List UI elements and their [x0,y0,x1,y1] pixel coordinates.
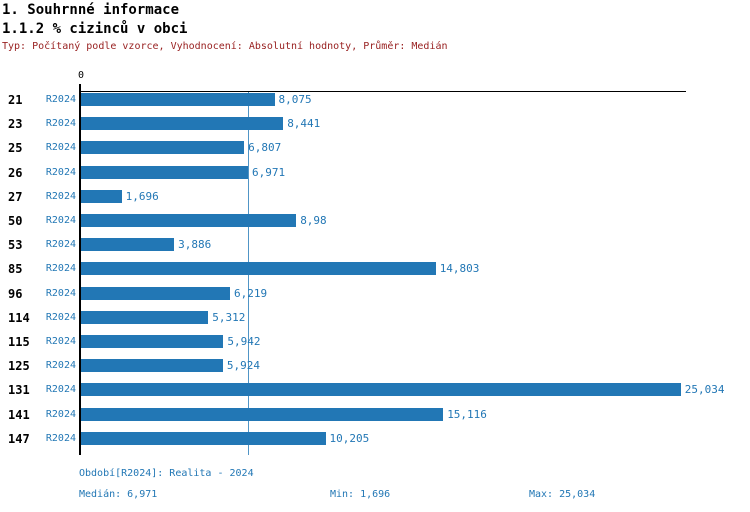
row-bar [81,262,436,276]
row-category-label: 85 [8,262,23,277]
row-value-label: 25,034 [684,383,725,397]
row-bar [81,431,326,445]
row-period-label: R2024 [45,142,76,154]
chart-row: 115 R2024 5,942 [0,330,750,354]
row-period-label: R2024 [45,408,76,420]
chart-row: 25 R2024 6,807 [0,136,750,160]
row-value-label: 6,971 [252,165,286,179]
chart-title: 1.1.2 % cizinců v obci [2,21,188,37]
row-period-label: R2024 [45,190,76,202]
row-value-label: 8,075 [278,93,312,106]
row-bar [81,335,224,348]
row-category-label: 125 [8,359,30,374]
chart-row: 26 R2024 6,971 [0,161,750,185]
row-category-label: 21 [8,93,23,107]
row-value-label: 14,803 [439,262,480,276]
row-period-label: R2024 [45,166,76,178]
row-bar [81,383,681,397]
chart-row: 27 R2024 1,696 [0,185,750,209]
footer-period-label: Období[R2024]: Realita - 2024 [79,468,254,479]
row-category-label: 23 [8,117,23,132]
row-value-label: 5,312 [212,310,246,324]
row-period-label: R2024 [45,384,76,396]
row-period-label: R2024 [45,336,76,347]
row-category-label: 115 [8,335,30,349]
row-category-label: 96 [8,286,23,301]
chart-row: 96 R2024 6,219 [0,282,750,306]
row-period-label: R2024 [45,311,76,323]
row-category-label: 53 [8,238,23,253]
chart-row: 50 R2024 8,98 [0,209,750,233]
row-category-label: 131 [8,383,30,398]
row-category-label: 141 [8,407,30,422]
chart-row: 85 R2024 14,803 [0,257,750,281]
row-category-label: 25 [8,141,23,156]
row-period-label: R2024 [45,263,76,275]
row-period-label: R2024 [45,432,76,444]
footer-max-label: Max: 25,034 [529,489,596,500]
row-category-label: 114 [8,310,30,325]
row-period-label: R2024 [45,360,76,372]
chart-subtitle: Typ: Počítaný podle vzorce, Vyhodnocení:… [2,41,448,52]
row-category-label: 50 [8,214,23,228]
row-bar [81,359,223,373]
chart-row: 141 R2024 15,116 [0,403,750,427]
row-value-label: 8,441 [287,117,321,131]
row-bar [81,407,444,421]
row-value-label: 1,696 [125,189,159,203]
row-value-label: 6,807 [248,141,282,155]
footer-min-label: Min: 1,696 [330,489,391,500]
row-period-label: R2024 [45,94,76,105]
row-bar [81,93,275,106]
row-value-label: 6,219 [234,286,268,300]
row-bar [81,165,248,179]
row-value-label: 5,924 [226,359,261,373]
chart-row: 21 R2024 8,075 [0,88,750,112]
chart-row: 125 R2024 5,924 [0,354,750,378]
chart-row: 23 R2024 8,441 [0,112,750,136]
row-period-label: R2024 [45,118,76,130]
row-bar [81,214,297,227]
row-value-label: 5,942 [227,335,261,348]
row-value-label: 15,116 [447,407,487,421]
x-axis-zero-tick-label: 0 [77,70,85,81]
chart-row: 147 R2024 10,205 [0,427,750,451]
row-value-label: 8,98 [300,214,327,227]
row-bar [81,141,245,155]
chart-row: 114 R2024 5,312 [0,306,750,330]
row-bar [81,238,175,252]
row-bar [81,310,209,324]
chart-row: 53 R2024 3,886 [0,233,750,257]
row-bar [81,286,230,300]
chart-top-border-line [79,91,686,92]
row-period-label: R2024 [45,215,76,226]
row-bar [81,117,284,131]
footer-median-label: Medián: 6,971 [79,489,158,500]
row-category-label: 147 [8,431,30,446]
row-category-label: 26 [8,165,23,180]
y-axis-line [79,84,81,455]
row-value-label: 10,205 [329,431,370,445]
report-section-title: 1. Souhrnné informace [2,2,180,18]
row-bar [81,189,122,203]
row-period-label: R2024 [45,239,76,251]
row-period-label: R2024 [45,287,76,299]
row-category-label: 27 [8,189,23,204]
chart-row: 131 R2024 25,034 [0,378,750,402]
row-value-label: 3,886 [178,238,212,252]
